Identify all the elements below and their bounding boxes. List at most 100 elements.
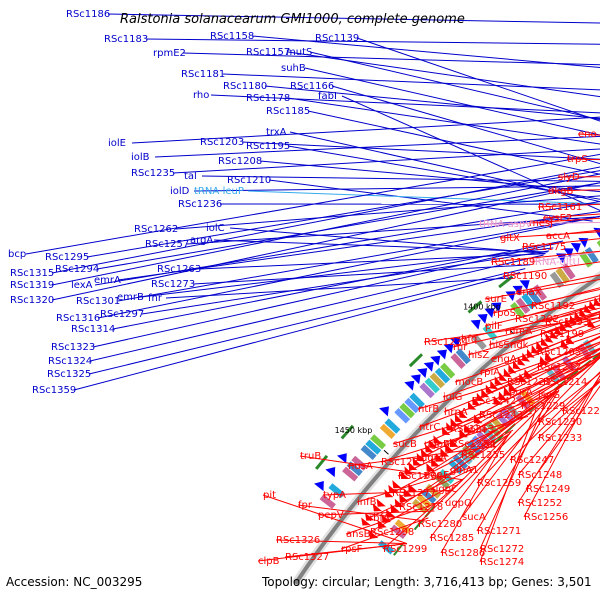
reverse-gene-arrow [481,388,490,398]
reverse-label-line [508,342,600,393]
forward-label-line [107,13,600,24]
reverse-label-line [431,395,553,490]
forward-label-line [229,227,546,254]
reverse-label-line [429,431,512,539]
cog-color-block [434,367,451,384]
cog-color-block [409,392,425,409]
reverse-label-line [530,251,600,263]
reverse-label-line [467,316,600,356]
forward-gene-label: RSc1323 [51,342,95,353]
forward-gene-arrow [477,314,488,324]
reverse-gene-label: RSc1192 [531,301,575,312]
forward-label-line [73,272,521,391]
reverse-label-line [484,298,600,327]
rna-marker [393,543,404,556]
forward-gene-label: RSc1178 [246,93,290,104]
reverse-gene-label: surE [485,294,507,305]
reverse-gene-label: typA [323,490,346,501]
reverse-gene-label: tRNA-aspV [479,219,532,230]
forward-gene-label: trxA [266,127,287,138]
forward-gene-arrow [325,467,336,478]
reverse-gene-label: iolG [443,392,462,403]
reverse-gene-arrow [464,424,473,433]
reverse-gene-arrow [454,413,464,423]
reverse-gene-label: mocB [455,377,483,388]
cog-color-block [526,288,542,306]
reverse-gene-label: RSc1271 [477,526,521,537]
cog-color-block [360,444,377,460]
forward-gene-arrow [337,453,347,464]
forward-label-line [247,190,600,205]
reverse-gene-arrow [544,351,554,361]
reverse-gene-label: iolI [481,440,496,451]
reverse-label-line [442,341,600,398]
reverse-gene-label: RSc1326 [276,535,320,546]
reverse-gene-label: gltX [500,233,520,244]
forward-label-line [51,166,600,274]
reverse-label-line [517,374,600,504]
reverse-gene-label: RSc1253 [450,424,494,435]
reverse-gene-label: engA [491,354,517,365]
reverse-gene-label: infB [357,497,377,508]
reverse-label-line [484,278,600,300]
forward-gene-label: iolD [170,186,190,197]
reverse-gene-label: RSc1243 [479,410,523,421]
cog-color-block [346,461,363,477]
label-line-layer [25,13,600,563]
cog-color-block [495,412,511,428]
reverse-gene-label: mesJ [529,218,553,229]
forward-gene-arrow [436,349,447,360]
reverse-gene-label: RSc1233 [538,433,582,444]
reverse-gene-label: rpiA [480,367,500,378]
reverse-gene-label: RSc1222 [562,406,600,417]
rna-marker [408,353,423,368]
reverse-gene-label: RSc1230 [538,417,582,428]
reverse-label-line [492,289,600,314]
forward-gene-label: suhB [281,63,306,74]
forward-label-line [165,277,514,299]
forward-label-line [307,110,600,175]
forward-label-line [97,216,600,319]
cog-color-block [342,466,359,482]
reverse-label-line [479,409,537,563]
forward-gene-label: emrA [94,275,121,286]
cog-color-block [424,377,440,394]
forward-gene-label: rho [193,90,209,101]
cog-color-block [532,284,548,301]
forward-label-line [145,38,600,45]
reverse-gene-label: pit [263,490,276,501]
reverse-label-line [536,335,600,368]
cog-color-block [450,353,466,369]
rna-marker [413,518,425,531]
reverse-gene-label: RSc1285 [430,533,474,544]
forward-label-line [287,97,600,145]
cog-color-block [490,416,506,433]
cog-color-block [438,469,455,485]
forward-gene-label: iolB [131,152,150,163]
reverse-label-line [347,445,496,467]
reverse-gene-label: RSc1327 [285,552,329,563]
reverse-gene-arrow [425,444,434,453]
reverse-gene-arrow [386,509,396,518]
forward-gene-arrow [491,302,502,313]
forward-gene-label: RSc1158 [210,31,254,42]
forward-gene-label: RSc1294 [55,264,99,275]
forward-label-line [131,116,600,144]
cog-color-block [419,382,435,399]
reverse-gene-arrow [431,458,440,467]
forward-label-line [172,148,600,174]
reverse-gene-label: hrpA [444,407,468,418]
reverse-label-line [517,378,600,476]
reverse-label-line [530,287,600,307]
forward-gene-label: rpmE2 [153,48,186,59]
accession-text: Accession: NC_003295 [6,575,142,589]
reverse-label-line [460,307,600,340]
reverse-gene-arrow [499,372,508,382]
reverse-gene-label: RSc1280 [418,519,462,530]
forward-gene-label: RSc1166 [290,81,334,92]
cog-color-block [404,397,420,414]
reverse-label-line [542,348,600,383]
reverse-label-line [504,302,600,332]
reverse-gene-label: sucB [393,439,417,450]
